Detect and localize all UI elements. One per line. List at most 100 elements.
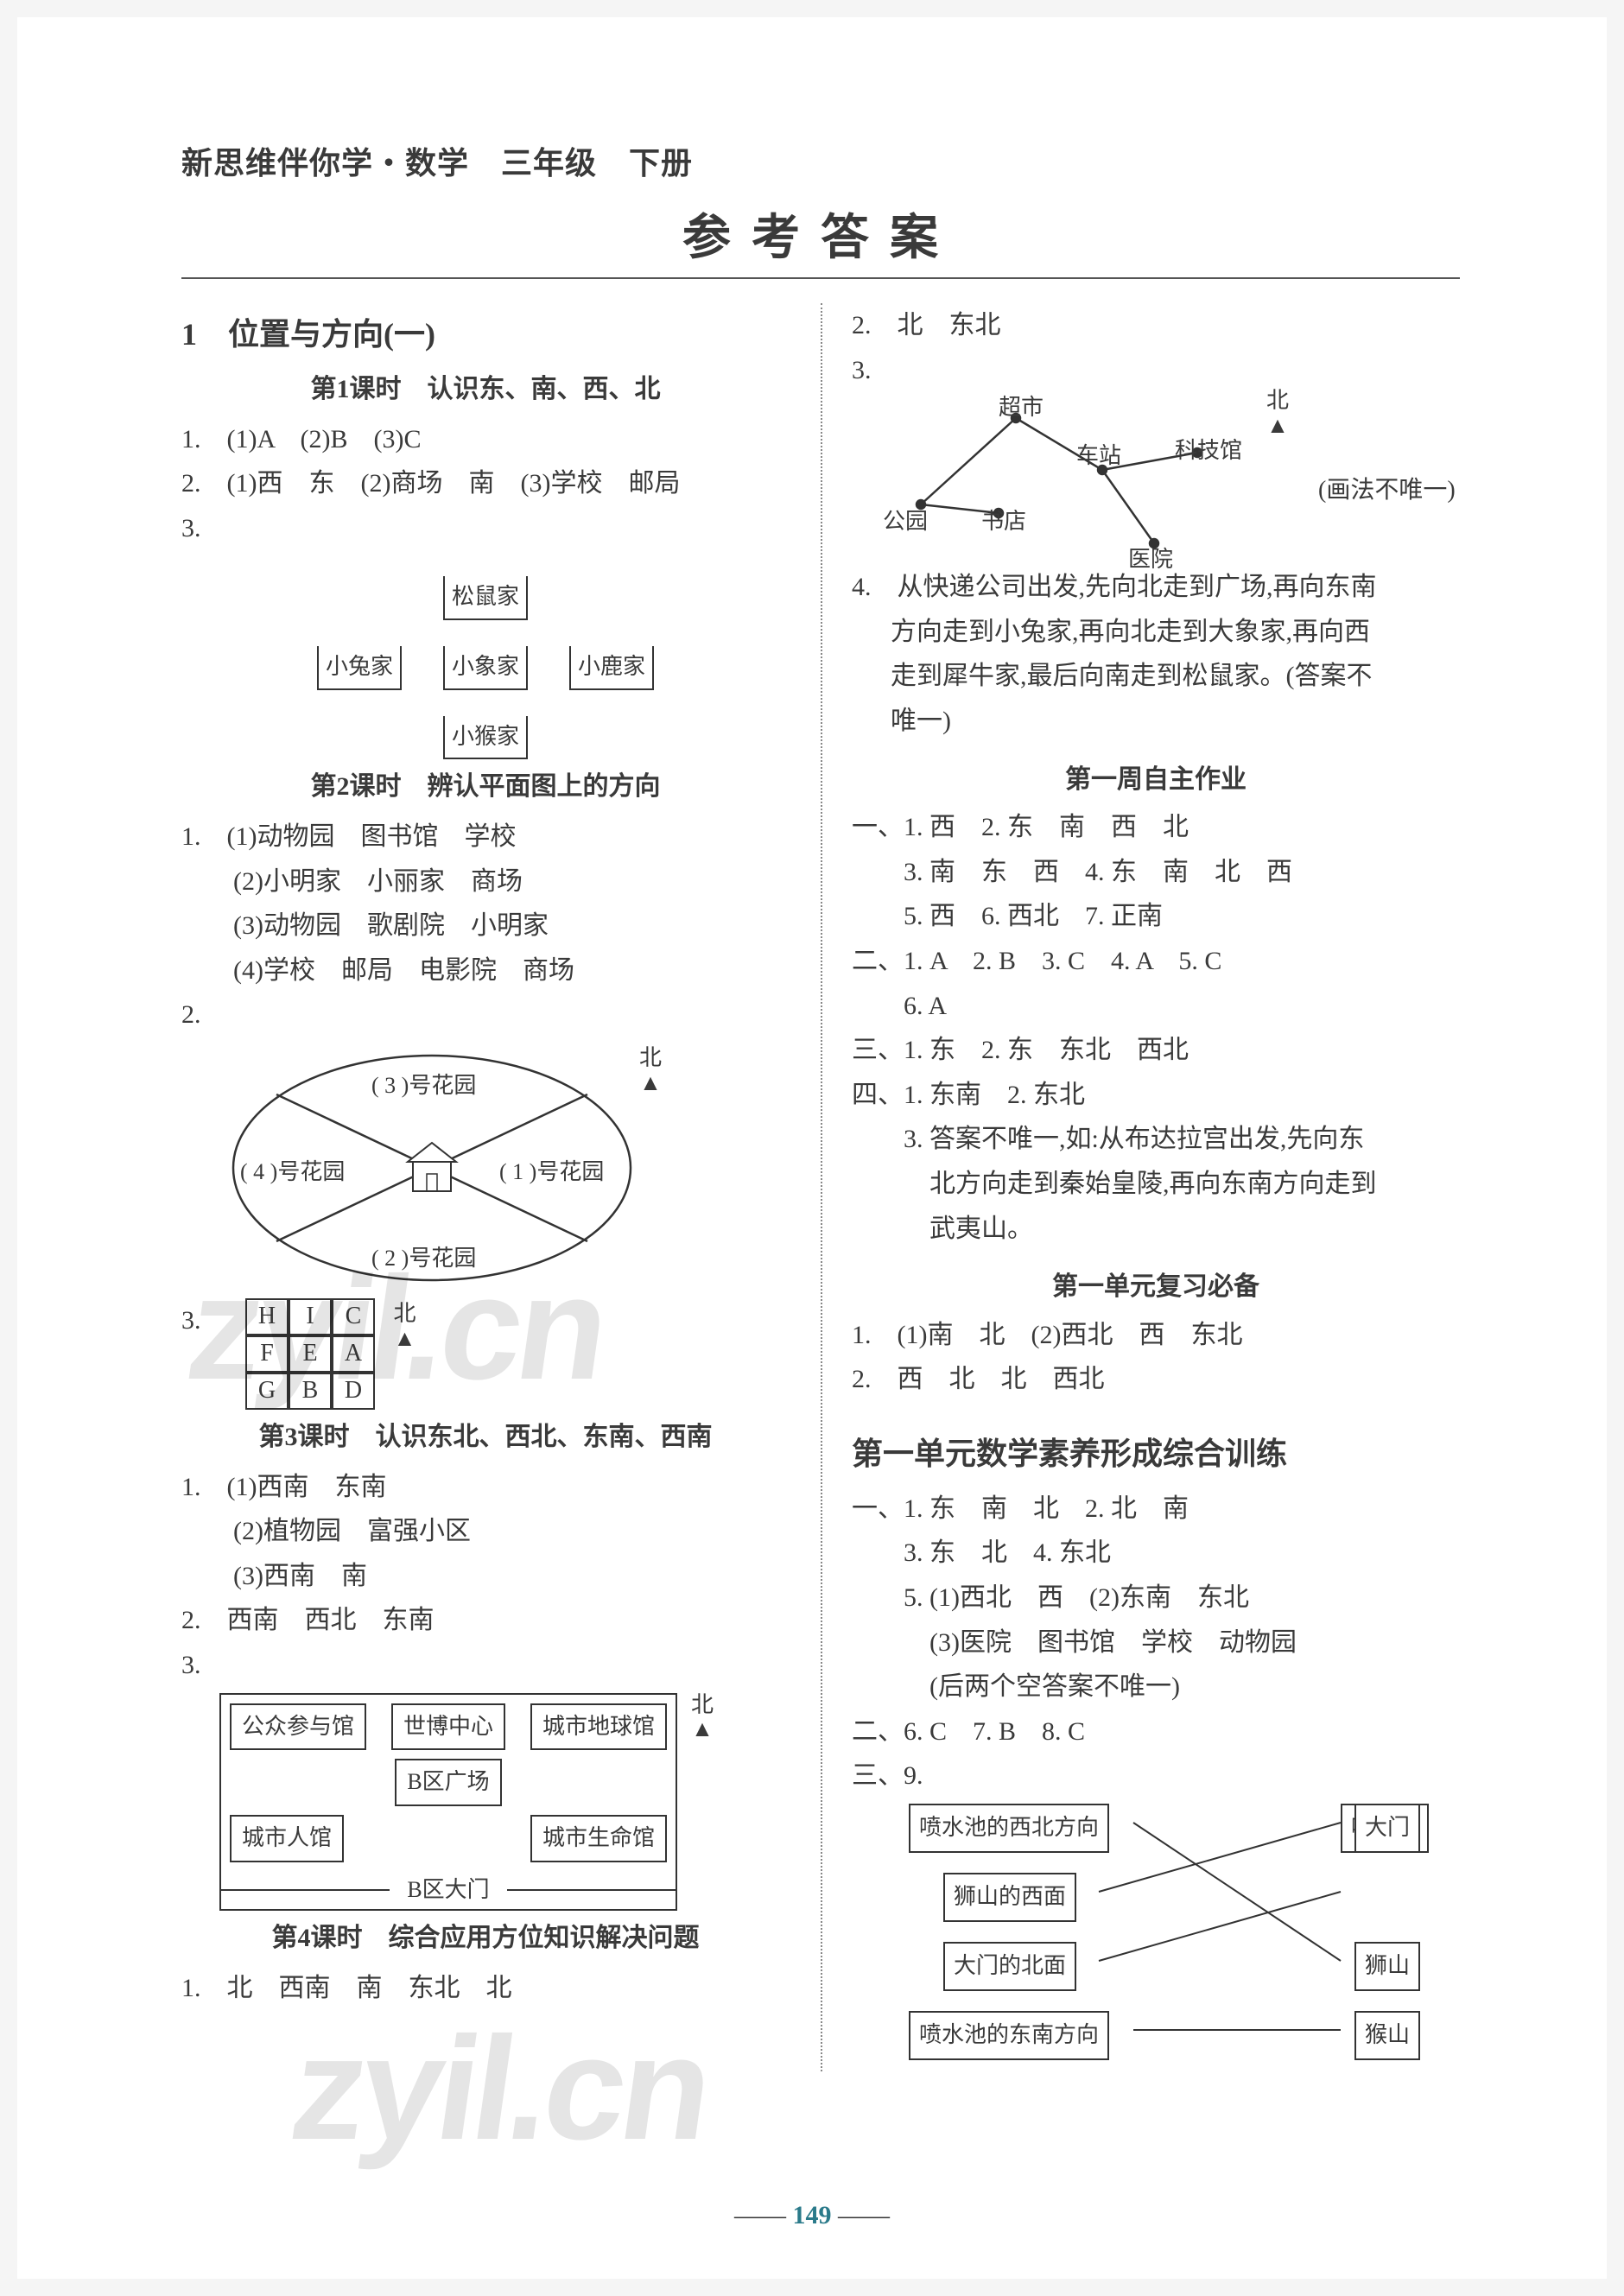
north-mark: 北▲ — [639, 1046, 662, 1095]
cell: C — [332, 1298, 375, 1335]
expo-map-wrap: 公众参与馆 世博中心 城市地球馆 B区广场 城市人馆 城市生命馆 B区大门 — [181, 1693, 790, 1912]
r-4d: 唯一) — [852, 699, 1460, 744]
l2-1b: (2)小明家 小丽家 商场 — [181, 859, 790, 904]
section-1-title: 1 位置与方向(一) — [181, 308, 790, 362]
page-number: —— 149 —— — [17, 2201, 1607, 2230]
house-left: 小兔家 — [308, 624, 411, 690]
week1-title: 第一周自主作业 — [852, 758, 1460, 802]
expo-map: 公众参与馆 世博中心 城市地球馆 B区广场 城市人馆 城市生命馆 B区大门 — [219, 1693, 677, 1912]
l4-1: 1. 北 西南 南 东北 北 — [181, 1966, 790, 2011]
house-diagram: 松鼠家 小兔家 小象家 小鹿家 小猴家 — [181, 554, 790, 759]
cell: A — [332, 1335, 375, 1373]
house-bottom: 小猴家 — [434, 694, 537, 760]
rv-2: 2. 西 北 北 西北 — [852, 1357, 1460, 1402]
roof-icon — [564, 624, 659, 646]
garden-3: ( 3 )号花园 — [371, 1067, 476, 1106]
garden-2: ( 2 )号花园 — [371, 1240, 476, 1278]
r-3: 3. — [852, 348, 1460, 393]
w1-1b: 3. 南 东 西 4. 东 南 北 西 — [852, 850, 1460, 895]
roof-icon — [438, 624, 533, 646]
cell: D — [332, 1373, 375, 1410]
garden-1: ( 1 )号花园 — [499, 1153, 604, 1192]
house-label: 小鹿家 — [569, 646, 654, 690]
garden-4: ( 4 )号花园 — [240, 1153, 345, 1192]
c-3: 三、9. — [852, 1754, 1460, 1798]
c-1e: (后两个空答案不唯一) — [852, 1665, 1460, 1709]
house-top: 松鼠家 — [434, 554, 537, 620]
l3-1c: (3)西南 南 — [181, 1554, 790, 1599]
l1-3: 3. — [181, 506, 790, 551]
route-diagram: 超市 车站 科技馆 公园 书店 医院 北▲ (画法不唯一) — [869, 392, 1460, 565]
column-divider — [821, 303, 822, 2071]
comp-title: 第一单元数学素养形成综合训练 — [852, 1428, 1460, 1481]
review-title: 第一单元复习必备 — [852, 1265, 1460, 1310]
map-cell: 世博中心 — [391, 1703, 505, 1751]
match-diagram: 喷水池的西北方向 狮山的西面 大门的北面 喷水池的东南方向 喷水池 大门 狮山 … — [891, 1804, 1496, 2089]
cell: I — [289, 1298, 332, 1335]
header-rule — [181, 277, 1460, 279]
match-lines — [891, 1804, 1496, 2089]
c-2: 二、6. C 7. B 8. C — [852, 1709, 1460, 1754]
c-1: 一、1. 东 南 北 2. 北 南 — [852, 1487, 1460, 1532]
north-mark: 北▲ — [691, 1693, 714, 1742]
l3-1b: (2)植物园 富强小区 — [181, 1509, 790, 1554]
house-label: 小象家 — [443, 646, 528, 690]
w1-3: 三、1. 东 2. 东 东北 西北 — [852, 1028, 1460, 1073]
columns: 1 位置与方向(一) 第1课时 认识东、南、西、北 1. (1)A (2)B (… — [181, 303, 1460, 2089]
l1-1: 1. (1)A (2)B (3)C — [181, 417, 790, 462]
l2-1d: (4)学校 邮局 电影院 商场 — [181, 948, 790, 993]
node-supermarket: 超市 — [999, 389, 1044, 428]
cell: B — [289, 1373, 332, 1410]
w1-4d: 武夷山。 — [852, 1207, 1460, 1252]
node-station: 车站 — [1076, 437, 1121, 476]
left-column: 1 位置与方向(一) 第1课时 认识东、南、西、北 1. (1)A (2)B (… — [181, 303, 821, 2089]
w1-2b: 6. A — [852, 984, 1460, 1029]
map-cell: 城市地球馆 — [530, 1703, 667, 1751]
house-label: 松鼠家 — [443, 576, 528, 620]
north-mark: 北▲ — [394, 1302, 416, 1351]
c-1b: 3. 东 北 4. 东北 — [852, 1531, 1460, 1576]
r-4b: 方向走到小兔家,再向北走到大象家,再向西 — [852, 610, 1460, 655]
l2-1c: (3)动物园 歌剧院 小明家 — [181, 904, 790, 948]
page-header: 参考答案 — [181, 199, 1460, 269]
lesson-3-title: 第3课时 认识东北、西北、东南、西南 — [181, 1415, 790, 1460]
l3-1: 1. (1)西南 东南 — [181, 1465, 790, 1510]
lesson-1-title: 第1课时 认识东、南、西、北 — [181, 367, 790, 412]
r-2: 2. 北 东北 — [852, 303, 1460, 348]
r-4c: 走到犀牛家,最后向南走到松鼠家。(答案不 — [852, 654, 1460, 699]
l2-2: 2. — [181, 993, 790, 1037]
w1-1c: 5. 西 6. 西北 7. 正南 — [852, 894, 1460, 939]
node-park: 公园 — [883, 503, 928, 542]
map-cell: 城市生命馆 — [530, 1815, 667, 1862]
house-right: 小鹿家 — [560, 624, 663, 690]
roof-icon — [438, 694, 533, 716]
cell: G — [245, 1373, 289, 1410]
w1-2: 二、1. A 2. B 3. C 4. A 5. C — [852, 939, 1460, 984]
node-hospital: 医院 — [1128, 541, 1173, 580]
c-1c: 5. (1)西北 西 (2)东南 东北 — [852, 1576, 1460, 1621]
lesson-2-title: 第2课时 辨认平面图上的方向 — [181, 764, 790, 809]
cell: F — [245, 1335, 289, 1373]
c-1d: (3)医院 图书馆 学校 动物园 — [852, 1621, 1460, 1665]
rv-1: 1. (1)南 北 (2)西北 西 东北 — [852, 1313, 1460, 1358]
garden-diagram: ( 3 )号花园 ( 4 )号花园 ( 1 )号花园 ( 2 )号花园 北▲ — [216, 1043, 665, 1293]
lesson-4-title: 第4课时 综合应用方位知识解决问题 — [181, 1916, 790, 1961]
cell: H — [245, 1298, 289, 1335]
w1-4b: 3. 答案不唯一,如:从布达拉宫出发,先向东 — [852, 1117, 1460, 1162]
page-root: 新思维伴你学・数学 三年级 下册 参考答案 1 位置与方向(一) 第1课时 认识… — [17, 17, 1607, 2279]
l2-3: 3. H I C F E A G B D 北▲ — [181, 1298, 790, 1410]
w1-4: 四、1. 东南 2. 东北 — [852, 1073, 1460, 1118]
book-title: 新思维伴你学・数学 三年级 下册 — [181, 138, 1460, 183]
route-note: (画法不唯一) — [1318, 470, 1456, 511]
map-cell: B区广场 — [395, 1759, 501, 1806]
roof-icon — [438, 554, 533, 576]
l3-3: 3. — [181, 1643, 790, 1688]
map-cell: 城市人馆 — [230, 1815, 344, 1862]
w1-4c: 北方向走到秦始皇陵,再向东南方向走到 — [852, 1162, 1460, 1207]
map-cell: 公众参与馆 — [230, 1703, 366, 1751]
house-mid: 小象家 — [434, 624, 537, 690]
l2-1: 1. (1)动物园 图书馆 学校 — [181, 815, 790, 859]
right-column: 2. 北 东北 3. — [821, 303, 1460, 2089]
node-bookstore: 书店 — [981, 503, 1026, 542]
l1-2: 2. (1)西 东 (2)商场 南 (3)学校 邮局 — [181, 461, 790, 506]
